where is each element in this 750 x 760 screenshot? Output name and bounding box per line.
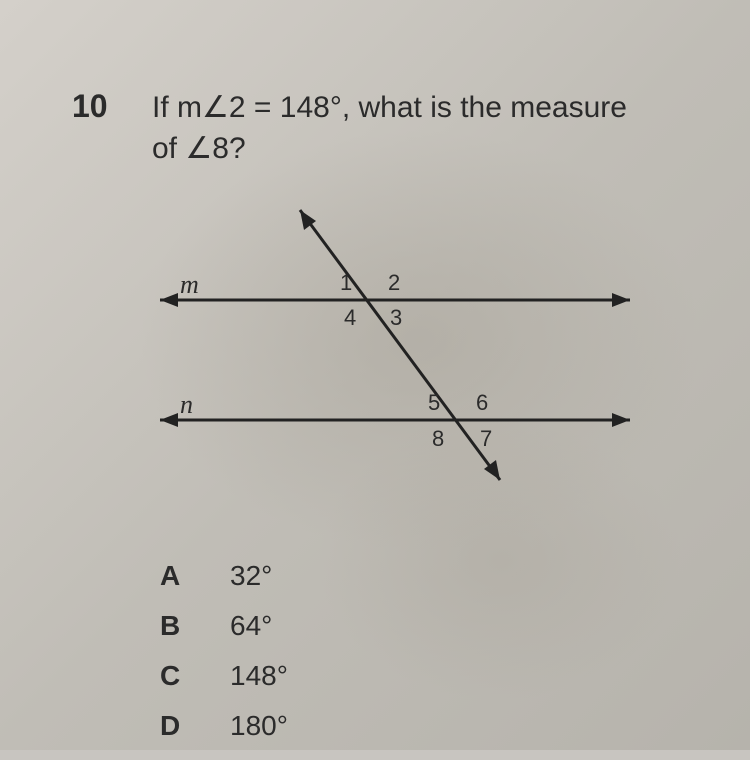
angle-label-8: 8 <box>432 426 444 451</box>
choice-C-letter: C <box>160 660 230 692</box>
angle-label-5: 5 <box>428 390 440 415</box>
line-n-left-arrow <box>160 413 178 427</box>
choice-D-text: 180° <box>230 710 288 742</box>
choice-A: A 32° <box>160 560 288 592</box>
q-line2-prefix: of <box>152 132 185 165</box>
angle-label-7: 7 <box>480 426 492 451</box>
line-n-right-arrow <box>612 413 630 427</box>
line-m-label: m <box>180 270 199 299</box>
angle-label-3: 3 <box>390 305 402 330</box>
worksheet-page: 10 If m∠2 = 148°, what is the measure of… <box>0 0 750 750</box>
angle-label-2: 2 <box>388 270 400 295</box>
answer-choices: A 32° B 64° C 148° D 180° <box>160 560 288 760</box>
question-text: If m∠2 = 148°, what is the measure of ∠8… <box>152 88 627 169</box>
parallel-lines-diagram: m n 1 2 3 4 5 6 7 8 <box>130 190 650 490</box>
angle-8-symbol: ∠8? <box>185 132 245 165</box>
question-number: 10 <box>72 88 108 125</box>
choice-B: B 64° <box>160 610 288 642</box>
line-m-right-arrow <box>612 293 630 307</box>
line-n-label: n <box>180 390 193 419</box>
q-line1-rest: = 148°, what is the measure <box>246 91 627 124</box>
transversal-line <box>300 210 500 480</box>
q-line1-prefix: If m <box>152 91 202 124</box>
angle-2-symbol: ∠2 <box>202 91 246 124</box>
angle-label-6: 6 <box>476 390 488 415</box>
line-m-left-arrow <box>160 293 178 307</box>
choice-C: C 148° <box>160 660 288 692</box>
choice-B-text: 64° <box>230 610 272 642</box>
choice-A-text: 32° <box>230 560 272 592</box>
diagram-svg: m n 1 2 3 4 5 6 7 8 <box>130 190 650 490</box>
choice-C-text: 148° <box>230 660 288 692</box>
angle-label-4: 4 <box>344 305 356 330</box>
angle-label-1: 1 <box>340 270 352 295</box>
choice-A-letter: A <box>160 560 230 592</box>
choice-B-letter: B <box>160 610 230 642</box>
choice-D: D 180° <box>160 710 288 742</box>
choice-D-letter: D <box>160 710 230 742</box>
